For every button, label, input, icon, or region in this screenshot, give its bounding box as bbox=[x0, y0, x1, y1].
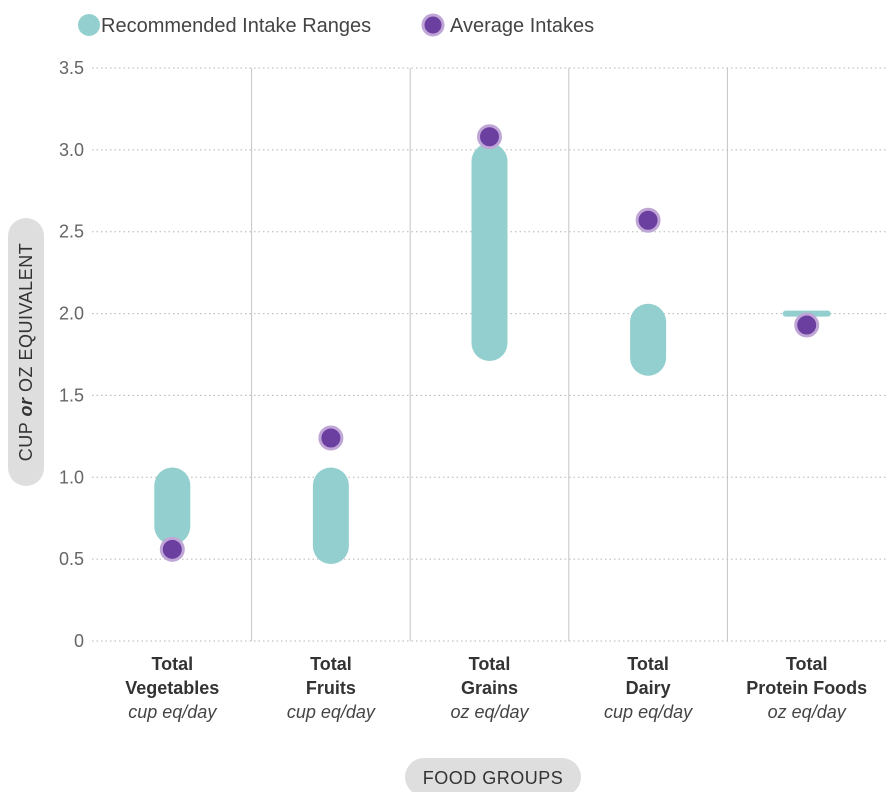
y-tick-label: 2.0 bbox=[59, 304, 84, 324]
category-label: Fruits bbox=[306, 678, 356, 698]
legend-label-range: Recommended Intake Ranges bbox=[101, 15, 371, 37]
category-label: Total bbox=[469, 654, 511, 674]
category-label: Dairy bbox=[626, 678, 671, 698]
y-tick-label: 3.5 bbox=[59, 58, 84, 78]
average-dot bbox=[318, 425, 344, 451]
y-axis-title-pill bbox=[8, 218, 44, 486]
category-label: Grains bbox=[461, 678, 518, 698]
category-label: Total bbox=[627, 654, 669, 674]
y-axis-title: CUP or OZ EQUIVALENT bbox=[16, 243, 36, 461]
legend-label-average: Average Intakes bbox=[450, 15, 594, 37]
x-axis-title: FOOD GROUPS bbox=[423, 768, 564, 788]
average-dot bbox=[635, 207, 661, 233]
category-label: Protein Foods bbox=[746, 678, 867, 698]
average-dot bbox=[794, 312, 820, 338]
category-unit: cup eq/day bbox=[128, 702, 217, 722]
y-tick-label: 1.0 bbox=[59, 467, 84, 487]
category-label: Total bbox=[151, 654, 193, 674]
y-tick-label: 2.5 bbox=[59, 222, 84, 242]
y-tick-label: 0 bbox=[74, 631, 84, 651]
category-label: Vegetables bbox=[125, 678, 219, 698]
range-bar bbox=[630, 303, 667, 376]
x-axis-title-pill bbox=[405, 758, 581, 792]
legend-swatch-range bbox=[78, 14, 100, 36]
average-dot bbox=[477, 124, 502, 150]
category-unit: cup eq/day bbox=[287, 702, 376, 722]
y-tick-label: 3.0 bbox=[59, 140, 84, 160]
category-label: Total bbox=[786, 654, 828, 674]
legend-swatch-average bbox=[421, 13, 445, 37]
range-bar bbox=[471, 143, 508, 362]
average-dot bbox=[159, 536, 185, 562]
y-tick-label: 1.5 bbox=[59, 385, 84, 405]
category-label: Total bbox=[310, 654, 352, 674]
category-unit: oz eq/day bbox=[450, 702, 529, 722]
category-unit: oz eq/day bbox=[768, 702, 847, 722]
y-tick-label: 0.5 bbox=[59, 549, 84, 569]
range-bar bbox=[154, 467, 191, 545]
range-bar bbox=[312, 467, 349, 565]
category-unit: cup eq/day bbox=[604, 702, 693, 722]
